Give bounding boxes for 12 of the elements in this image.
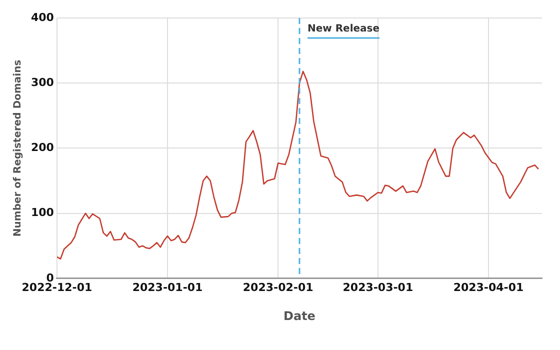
- x-tick-label: 2023-04-01: [453, 280, 524, 294]
- x-axis-title: Date: [284, 308, 316, 323]
- y-tick-label: 300: [30, 76, 54, 89]
- x-tick-label: 2022-12-01: [22, 280, 92, 294]
- x-tick-label: 2023-02-01: [242, 280, 314, 294]
- y-tick-label: 200: [30, 141, 54, 154]
- x-tick-label: 2023-01-01: [132, 280, 203, 294]
- y-axis-title: Number of Registered Domains: [12, 60, 24, 237]
- y-tick-label: 100: [30, 206, 54, 220]
- x-tick-label: 2023-03-01: [342, 280, 414, 294]
- ref-line-label: New Release: [307, 24, 380, 35]
- y-tick-label: 400: [30, 10, 54, 24]
